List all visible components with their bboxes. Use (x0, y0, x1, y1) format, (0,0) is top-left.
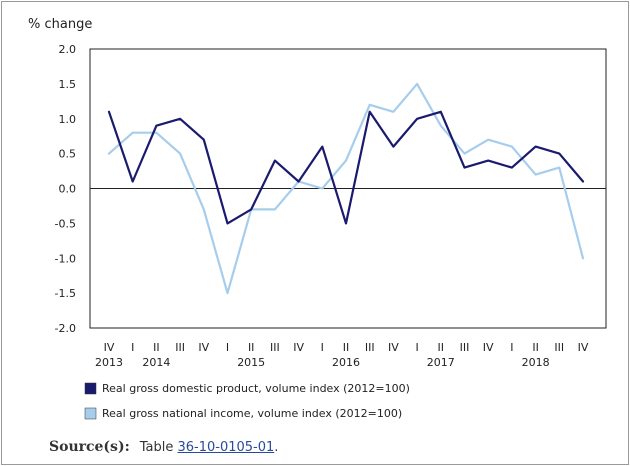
y-tick-label: 0.5 (59, 148, 77, 161)
x-tick-label: I (415, 341, 418, 354)
legend: Real gross domestic product, volume inde… (84, 382, 410, 420)
year-label: 2014 (142, 356, 170, 369)
legend-swatch-gdp (84, 382, 97, 395)
y-tick-labels: 2.0 1.5 1.0 0.5 0.0 -0.5 -1.0 -1.5 -2.0 (55, 43, 76, 335)
year-label: 2013 (95, 356, 123, 369)
x-tick-label: IV (198, 341, 209, 354)
x-tick-label: III (365, 341, 375, 354)
series-line-gdp (107, 110, 585, 225)
x-tick-label: III (554, 341, 564, 354)
legend-label-gdp: Real gross domestic product, volume inde… (102, 382, 410, 395)
source-table-link[interactable]: 36-10-0105-01 (177, 440, 275, 455)
x-tick-label: IV (104, 341, 115, 354)
source-label: Source(s): (49, 439, 130, 455)
source-note: Source(s): Table 36-10-0105-01. (49, 439, 278, 455)
x-tick-label: I (321, 341, 324, 354)
x-tick-label: I (510, 341, 513, 354)
y-tick-label: -2.0 (55, 322, 76, 335)
year-label: 2018 (522, 356, 550, 369)
x-tick-label: III (270, 341, 280, 354)
y-axis-title: % change (28, 17, 92, 32)
y-tick-label: 1.0 (59, 113, 77, 126)
year-label: 2016 (332, 356, 360, 369)
y-tick-label: -1.0 (55, 252, 76, 265)
x-tick-label: III (175, 341, 185, 354)
x-tick-label: III (460, 341, 470, 354)
x-tick-label: IV (483, 341, 494, 354)
x-tick-label: II (153, 341, 160, 354)
x-tick-label: II (532, 341, 539, 354)
x-tick-label: II (438, 341, 445, 354)
line-chart: % change 2.0 1.5 1.0 0.5 0.0 -0.5 -1.0 -1.5 -2.0… (28, 17, 607, 420)
legend-label-gni: Real gross national income, volume index… (102, 407, 402, 420)
year-label: 2017 (427, 356, 455, 369)
y-tick-label: 1.5 (59, 78, 77, 91)
source-suffix: . (274, 440, 279, 455)
y-tick-label: 2.0 (59, 43, 77, 56)
y-tick-label: 0.0 (59, 183, 77, 196)
x-tick-label: I (131, 341, 134, 354)
source-prefix: Table (139, 440, 174, 455)
x-tick-label: IV (388, 341, 399, 354)
y-tick-label: -0.5 (55, 217, 76, 230)
year-label: 2015 (237, 356, 265, 369)
x-tick-label: II (343, 341, 350, 354)
y-tick-label: -1.5 (55, 287, 76, 300)
series-lines (107, 82, 585, 295)
x-tick-label: II (248, 341, 255, 354)
series-line-gni (107, 82, 585, 295)
x-tick-labels: IV I II III IV I II III IV I II III IV I II III IV I II III… (95, 341, 589, 369)
x-tick-label: IV (578, 341, 589, 354)
legend-swatch-gni (84, 407, 97, 420)
x-tick-label: I (226, 341, 229, 354)
x-tick-label: IV (293, 341, 304, 354)
